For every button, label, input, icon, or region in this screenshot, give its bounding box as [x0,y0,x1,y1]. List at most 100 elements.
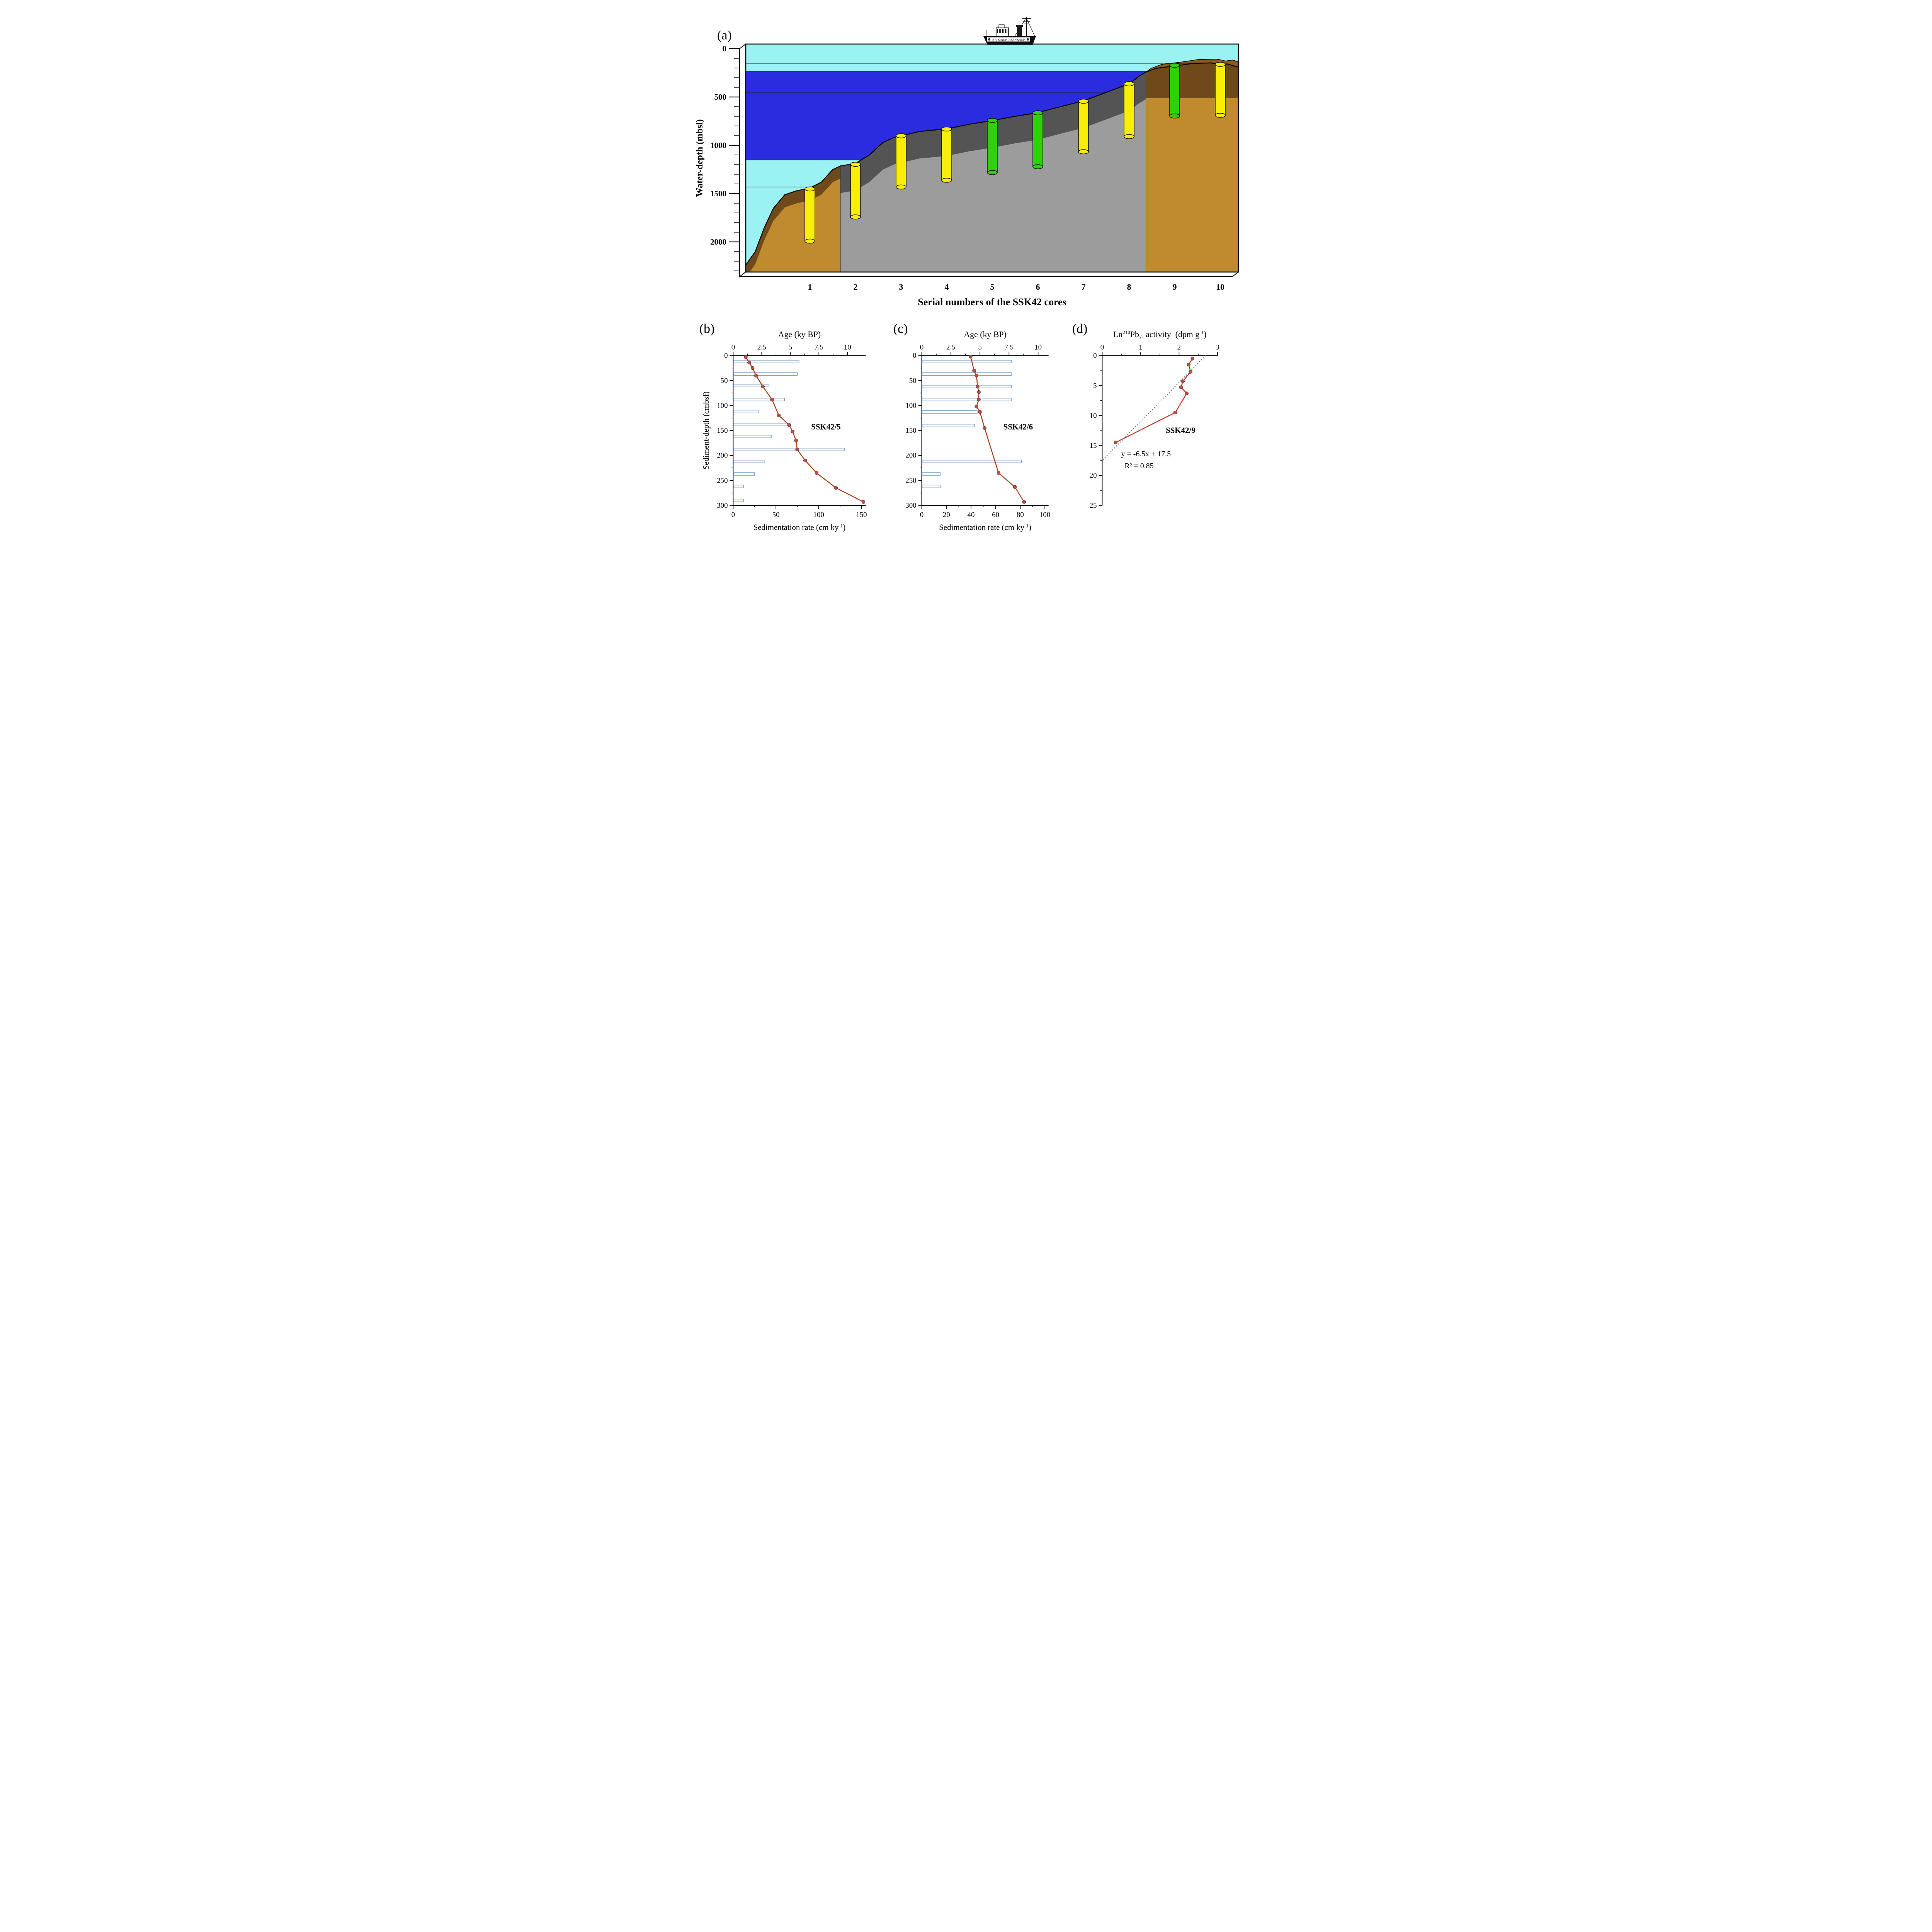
top-tick-label: 10 [844,343,851,351]
sedimentation-rate-bar [733,372,798,376]
top-tick-label: 5 [978,343,982,351]
data-point [975,374,978,378]
panel-label: (c) [893,322,908,336]
core-cylinder-8 [1124,81,1134,139]
top-tick-label: 0 [1100,343,1104,351]
sedimentation-rate-bar [922,472,941,476]
regression-line [1102,355,1206,461]
sedimentation-rate-bar [733,485,744,488]
data-point [791,429,795,434]
bottom-tick-label: 0 [920,511,923,519]
y-tick-label: 25 [1089,502,1097,510]
data-point [795,447,799,452]
x-tick-label: 3 [899,282,903,292]
bottom-tick-label: 100 [1039,511,1050,519]
x-tick-label: 10 [1216,282,1225,292]
annotation: R² = 0.85 [1124,462,1153,470]
panel-a-label: (a) [717,28,732,43]
sedimentation-rate-bar [922,460,1022,463]
ship-icon: R V SINDHU SANKALP [983,17,1036,45]
core-cylinder-4 [941,126,952,183]
top-tick-label: 10 [1034,343,1042,351]
y-tick-label: 50 [721,377,728,385]
x-tick-label: 1 [808,282,812,292]
seafloor-line [746,62,1238,266]
sedimentation-rate-bar [733,360,799,363]
panel-a: 0 500 1000 1500 2000 Water-depth (mbsl) 1 2 3 4 5 6… [688,5,1244,315]
y-tick-label: 300 [717,502,728,510]
data-point [969,355,973,359]
bottom-axis-title: Sedimentation rate (cm ky-1) [939,523,1031,532]
data-point [1179,385,1183,389]
sedimentation-rate-bar [733,435,772,438]
bottom-tick-label: 20 [943,511,950,519]
core-cylinder-7 [1078,99,1089,154]
y-tick-label: 0 [724,352,728,360]
sedimentation-rate-bar [733,448,845,451]
y-tick-label: 150 [905,427,916,435]
y-tick-label: 500 [714,92,727,102]
y-axis-title: Sediment-depth (cmbsf) [701,391,711,469]
data-line [745,357,864,503]
sedimentation-rate-bar [733,460,765,463]
omz-water-layer [746,71,1149,160]
cross-section-body [746,44,1238,272]
bottom-tick-label: 40 [968,511,975,519]
data-point [1173,410,1177,415]
x-tick-label: 8 [1127,282,1131,292]
data-point [834,486,838,490]
core-cylinder-1 [804,186,815,244]
data-point [972,369,976,372]
annotation: SSK42/5 [811,422,841,432]
ship-name: R V SINDHU SANKALP [992,38,1025,42]
y-tick-label: 0 [1093,352,1097,360]
data-point [976,384,980,389]
top-tick-label: 7.5 [814,343,823,351]
data-point [977,390,981,394]
x-tick-label: 7 [1082,282,1086,292]
y-tick-label: 15 [1089,442,1097,450]
sedimentation-rate-bar [922,410,978,414]
sedimentation-rate-bar [733,498,744,502]
top-tick-label: 2.5 [757,343,767,351]
bottom-tick-label: 150 [856,511,867,519]
data-point [803,458,807,463]
panel-d-pb210-activity-chart: (d) 0 1 2 3 Ln210Pbxs activity (dpm g-1) 0 5 10 1… [1067,315,1244,566]
sedimentation-rate-bar [922,424,975,427]
top-axis-title: Age (ky BP) [778,330,821,339]
bottom-tick-label: 60 [992,511,999,519]
sedimentation-rate-bar [922,398,1012,401]
x-tick-label: 9 [1173,282,1177,292]
panel-b-age-depth-chart: (b) 0 2.5 5 7.5 10 Age (ky BP) 0 50 100 150 200 250 3… [695,315,889,566]
data-point [977,398,981,401]
x-tick-label: 5 [990,282,995,292]
y-tick-label: 250 [717,476,728,485]
y-tick-label: 200 [905,452,916,460]
y-tick-label: 10 [1089,412,1097,420]
sedimentation-rate-bar [733,472,755,476]
annotation: SSK42/9 [1166,425,1196,435]
data-point [744,355,748,359]
y-tick-label: 300 [905,502,916,510]
data-point [777,413,781,418]
figure-page: 0 500 1000 1500 2000 Water-depth (mbsl) 1 2 3 4 5 6… [688,0,1244,566]
data-point [983,426,987,430]
x-tick-label: 4 [945,282,949,292]
data-point [1190,357,1194,361]
y-tick-label: 0 [913,352,916,360]
data-point [750,366,755,370]
top-tick-label: 7.5 [1005,343,1014,351]
surface-sediment-band-left [746,166,841,272]
data-point [770,398,774,401]
y-tick-label: 1500 [710,189,726,198]
panel-a-cross-section-chart: 0 500 1000 1500 2000 Water-depth (mbsl) 1 2 3 4 5 6… [688,5,1244,315]
sedimentation-rate-bar [733,410,759,413]
data-point [815,471,819,475]
sedimentation-rate-bar [922,372,1012,376]
bottom-tick-label: 80 [1017,511,1024,519]
y-tick-label: 5 [1093,382,1097,390]
sedimentation-rate-bar [922,385,1012,388]
y-tick-label: 250 [905,476,916,485]
y-tick-label: 0 [723,44,727,53]
y-tick-label: 100 [905,401,916,410]
